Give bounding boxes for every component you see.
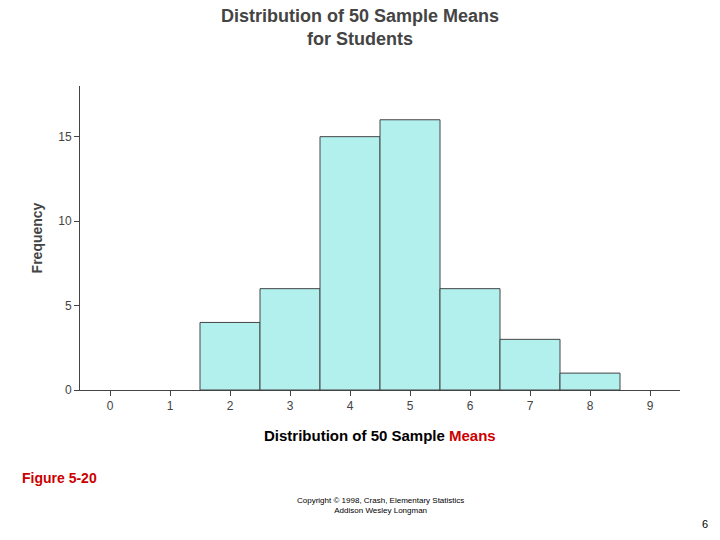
svg-text:Frequency: Frequency xyxy=(29,202,45,273)
svg-text:6: 6 xyxy=(467,399,474,413)
svg-text:Copyright © 1998, Crash, Eleme: Copyright © 1998, Crash, Elementary Stat… xyxy=(297,496,464,515)
svg-text:5: 5 xyxy=(407,399,414,413)
svg-text:Distribution of 50 Sample Mean: Distribution of 50 Sample Means xyxy=(264,427,496,444)
svg-text:9: 9 xyxy=(647,399,654,413)
svg-text:8: 8 xyxy=(587,399,594,413)
svg-text:7: 7 xyxy=(527,399,534,413)
svg-text:Figure 5-20: Figure 5-20 xyxy=(22,470,97,486)
svg-text:0: 0 xyxy=(65,383,72,397)
svg-text:10: 10 xyxy=(58,214,72,228)
svg-text:6: 6 xyxy=(702,518,708,530)
svg-text:0: 0 xyxy=(107,399,114,413)
svg-text:5: 5 xyxy=(65,299,72,313)
svg-text:Distribution of 50 Sample Mean: Distribution of 50 Sample Meansfor Stude… xyxy=(221,6,499,49)
svg-text:3: 3 xyxy=(287,399,294,413)
svg-text:2: 2 xyxy=(227,399,234,413)
svg-text:15: 15 xyxy=(58,130,72,144)
svg-text:1: 1 xyxy=(167,399,174,413)
svg-text:4: 4 xyxy=(347,399,354,413)
